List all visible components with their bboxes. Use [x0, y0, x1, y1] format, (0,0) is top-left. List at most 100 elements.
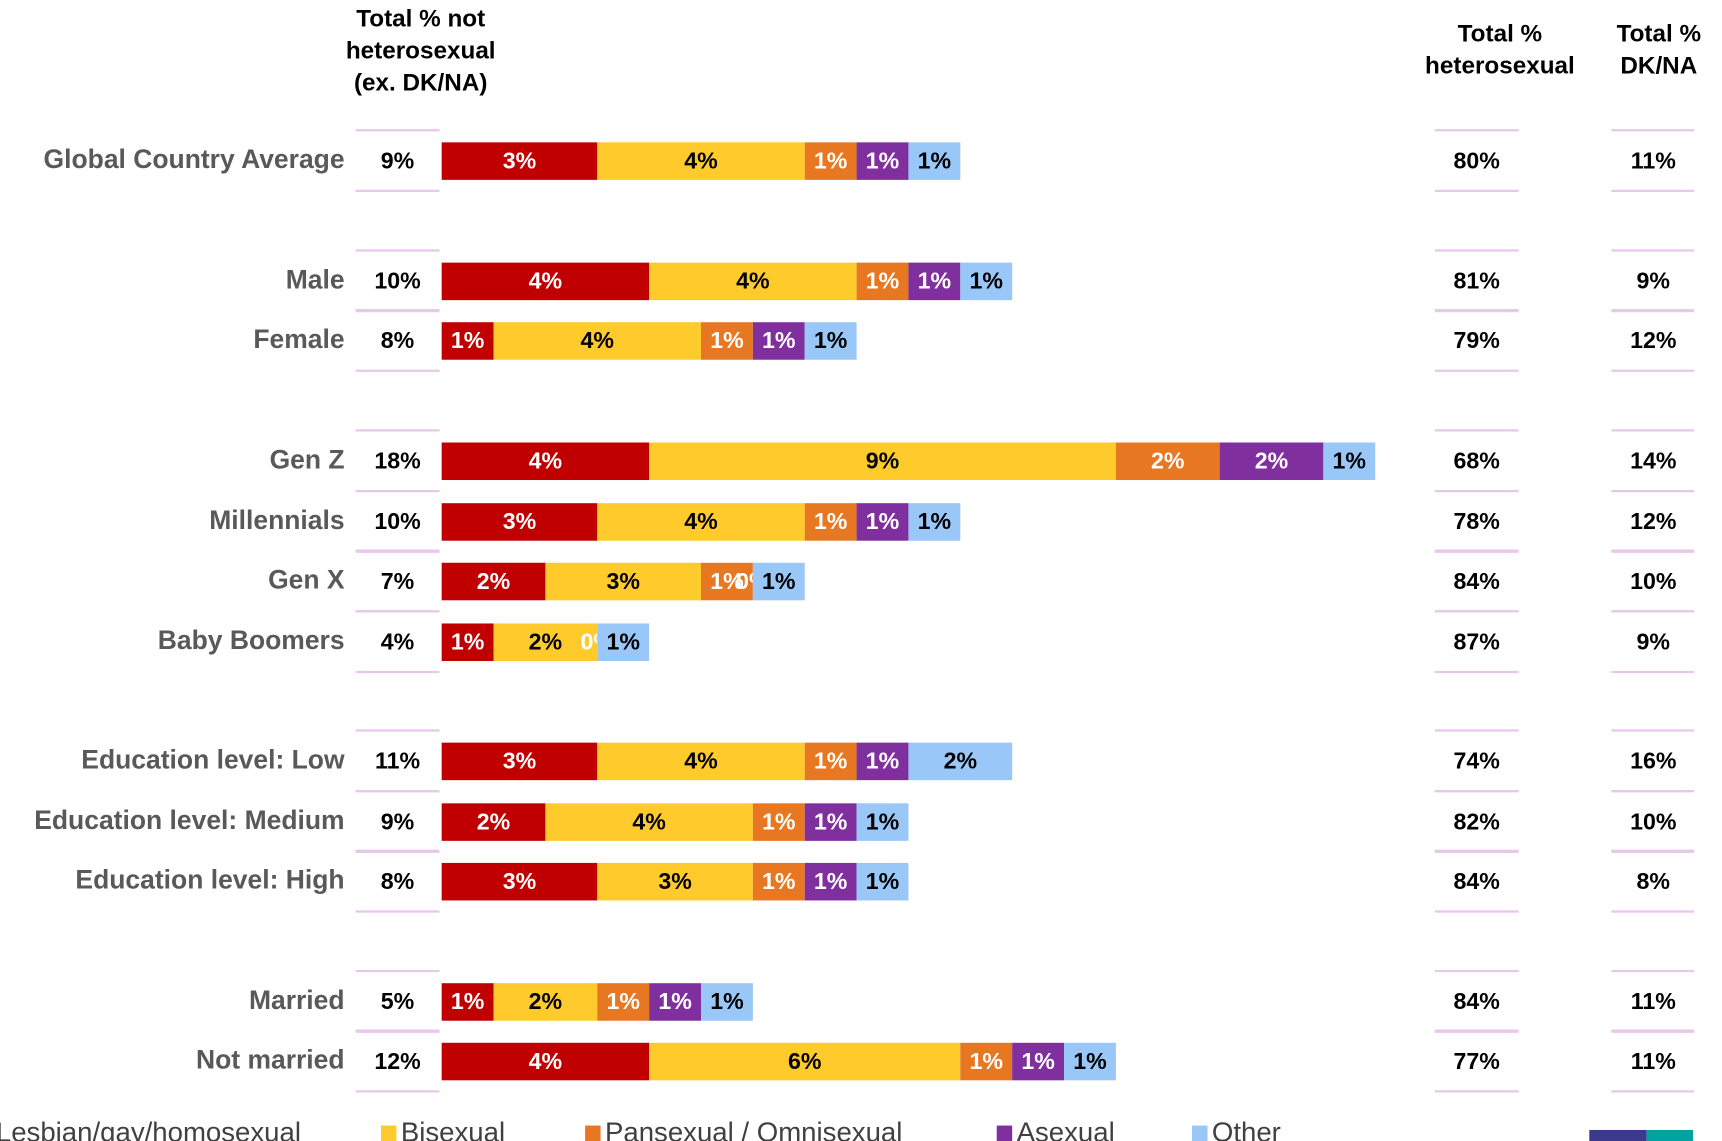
bar-segment	[649, 442, 1116, 481]
segment-label: 3%	[503, 147, 536, 173]
segment-label: 4%	[684, 748, 717, 774]
column-header: heterosexual	[1425, 53, 1575, 80]
bar-segment	[960, 1042, 1013, 1081]
row-label: Married	[249, 985, 345, 1015]
segment-label: 1%	[451, 327, 484, 353]
bar-segment	[493, 322, 701, 360]
total-dk-na: 9%	[1637, 268, 1670, 294]
segment-label: 2%	[1151, 447, 1184, 473]
total-not-heterosexual: 8%	[381, 868, 414, 894]
bar-segment	[649, 262, 857, 301]
bar-segment	[441, 142, 598, 180]
bar-segment	[1219, 442, 1324, 481]
total-heterosexual: 77%	[1454, 1048, 1500, 1074]
total-dk-na: 12%	[1630, 508, 1676, 534]
bar-segment	[441, 742, 598, 781]
segment-label: 1%	[762, 568, 795, 594]
bar-segment	[700, 562, 753, 601]
bar-segment	[856, 262, 909, 301]
logo	[1646, 1129, 1694, 1141]
total-not-heterosexual: 5%	[381, 988, 414, 1014]
segment-label: 1%	[866, 147, 899, 173]
bar-segment	[752, 322, 805, 360]
bar-segment	[908, 503, 961, 541]
bar-segment	[752, 862, 805, 901]
segment-label: 1%	[814, 327, 847, 353]
bar-segment	[804, 742, 857, 781]
segment-label: 2%	[477, 808, 510, 834]
bar-segment	[856, 742, 909, 781]
bar-segment	[752, 562, 805, 601]
bar-segment	[1323, 442, 1376, 481]
segment-label: 1%	[658, 988, 691, 1014]
row-label: Male	[286, 264, 345, 294]
segment-label: 2%	[1255, 447, 1288, 473]
total-not-heterosexual: 12%	[374, 1048, 420, 1074]
row-label: Education level: Medium	[34, 805, 344, 835]
segment-label: 3%	[606, 568, 639, 594]
segment-label: 4%	[529, 268, 562, 294]
bar-segment	[856, 862, 909, 901]
legend-swatch	[1192, 1125, 1208, 1141]
row-label: Female	[253, 324, 344, 354]
bar-segment	[597, 983, 650, 1021]
bar-segment	[441, 322, 494, 360]
total-dk-na: 11%	[1631, 147, 1676, 173]
total-not-heterosexual: 9%	[381, 147, 414, 173]
segment-label: 3%	[658, 868, 691, 894]
total-heterosexual: 78%	[1454, 508, 1500, 534]
bar-segment	[441, 262, 650, 301]
total-dk-na: 10%	[1630, 808, 1676, 834]
total-not-heterosexual: 10%	[374, 268, 420, 294]
bar-segment	[856, 803, 909, 841]
total-heterosexual: 84%	[1454, 568, 1500, 594]
bar-segment	[597, 503, 805, 541]
legend-label: Other	[1212, 1117, 1281, 1141]
bar-segment	[441, 562, 546, 601]
bar-segment	[441, 803, 546, 841]
total-heterosexual: 84%	[1454, 988, 1500, 1014]
bar-segment	[804, 322, 857, 360]
total-not-heterosexual: 4%	[381, 628, 414, 654]
segment-label: 1%	[918, 147, 951, 173]
segment-label: 1%	[918, 268, 951, 294]
row-label: Gen X	[268, 565, 345, 595]
bar-segment	[700, 983, 753, 1021]
bar-segment	[804, 142, 857, 180]
total-dk-na: 9%	[1637, 628, 1670, 654]
bar-segment	[908, 142, 961, 180]
total-not-heterosexual: 8%	[381, 327, 414, 353]
bar-segment	[545, 562, 701, 601]
segment-label: 4%	[684, 508, 717, 534]
bar-segment	[1115, 442, 1220, 481]
row-label: Baby Boomers	[158, 625, 345, 655]
row-label: Millennials	[209, 505, 344, 535]
segment-label: 1%	[814, 748, 847, 774]
segment-label: 4%	[632, 808, 665, 834]
segment-label: 1%	[814, 508, 847, 534]
total-heterosexual: 68%	[1454, 447, 1500, 473]
total-heterosexual: 84%	[1454, 868, 1500, 894]
bar-segment	[441, 623, 494, 661]
segment-label: 1%	[814, 147, 847, 173]
segment-label: 4%	[529, 1048, 562, 1074]
column-header: (ex. DK/NA)	[354, 69, 487, 96]
segment-label: 1%	[762, 868, 795, 894]
bar-segment	[441, 983, 494, 1021]
total-heterosexual: 82%	[1454, 808, 1500, 834]
column-header: heterosexual	[346, 37, 496, 64]
legend-label: Lesbian/gay/homosexual	[0, 1117, 301, 1141]
bar-segment	[597, 742, 805, 781]
segment-label: 1%	[451, 628, 484, 654]
total-dk-na: 12%	[1630, 327, 1676, 353]
segment-label: 1%	[866, 748, 899, 774]
total-dk-na: 10%	[1630, 568, 1676, 594]
bar-segment	[960, 262, 1013, 301]
segment-label: 1%	[866, 508, 899, 534]
segment-label: 1%	[606, 988, 639, 1014]
total-dk-na: 8%	[1637, 868, 1670, 894]
segment-label: 4%	[684, 147, 717, 173]
total-not-heterosexual: 10%	[374, 508, 420, 534]
segment-label: 1%	[606, 628, 639, 654]
